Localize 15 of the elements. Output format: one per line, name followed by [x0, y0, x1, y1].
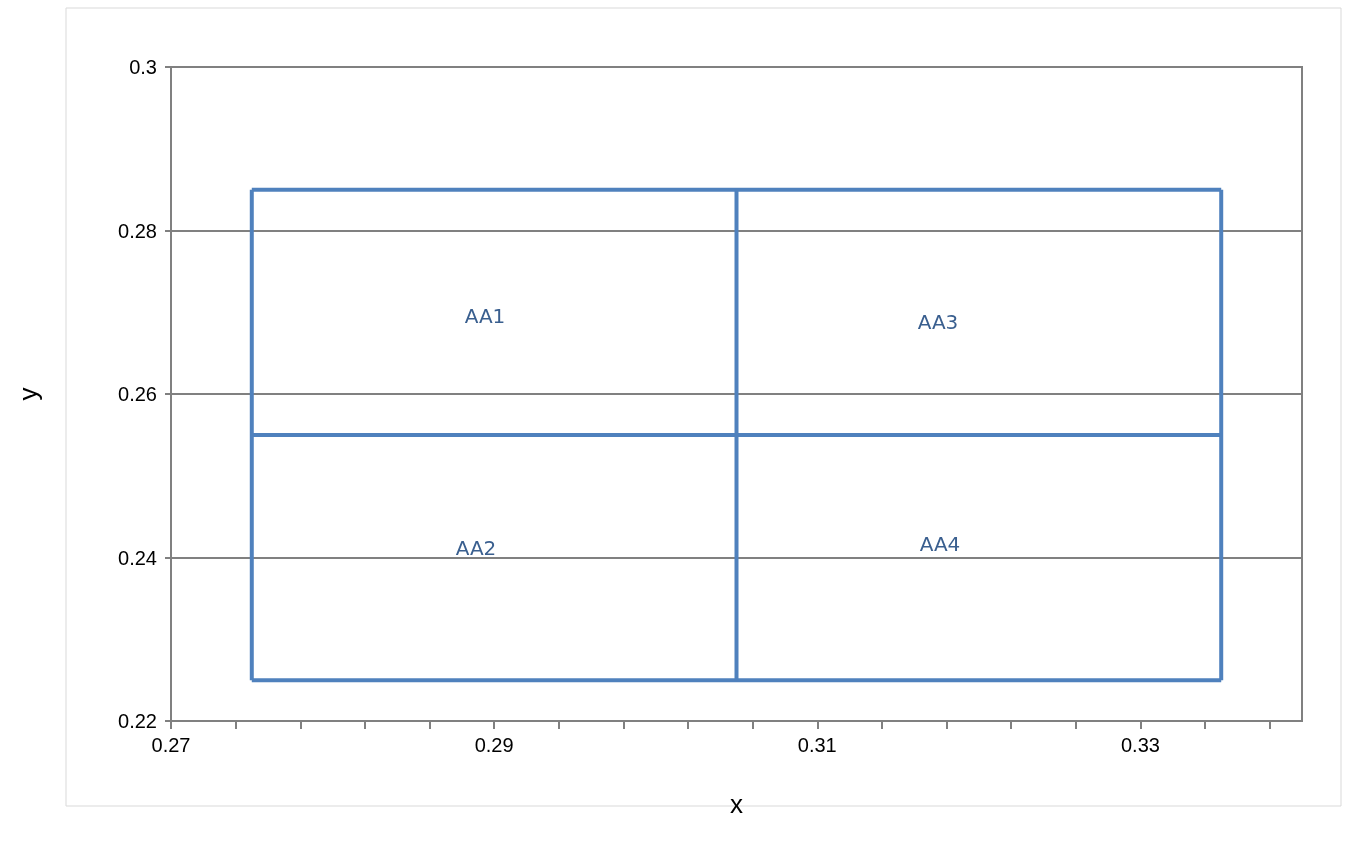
- x-tick-label: 0.33: [1120, 734, 1160, 756]
- annotation: AA4: [919, 532, 961, 556]
- annotation: AA2: [455, 536, 497, 560]
- y-tick-label: 0.28: [118, 219, 157, 242]
- x-tick-label: 0.29: [474, 734, 514, 756]
- x-tick-label: 0.27: [151, 734, 191, 756]
- x-axis-title: x: [730, 789, 743, 819]
- annotation: AA1: [464, 304, 506, 328]
- y-axis-title: y: [13, 387, 43, 401]
- y-tick-label: 0.24: [118, 546, 157, 569]
- y-tick-label: 0.3: [129, 56, 157, 78]
- y-tick-label: 0.26: [118, 383, 157, 405]
- annotation: AA3: [917, 310, 959, 334]
- x-tick-label: 0.31: [797, 734, 837, 756]
- y-tick-label: 0.22: [118, 710, 157, 732]
